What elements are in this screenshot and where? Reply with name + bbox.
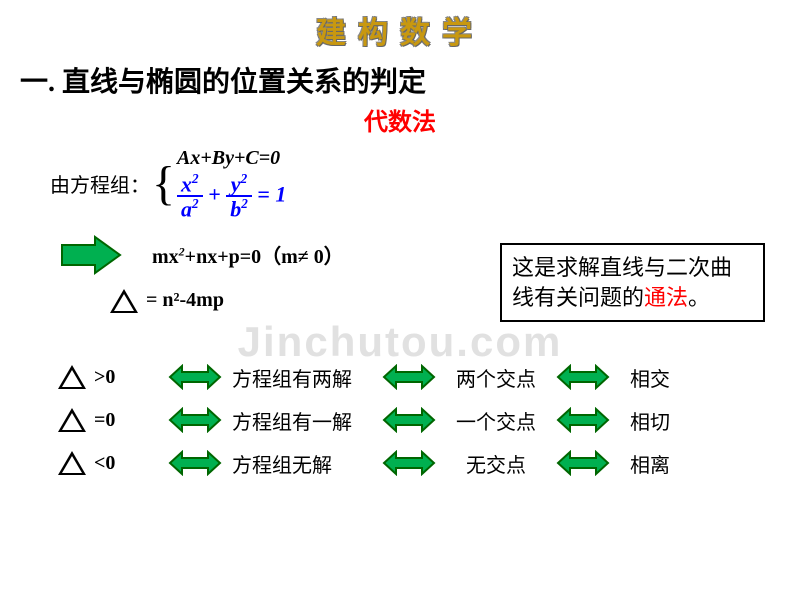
case-pts: 无交点 — [446, 449, 546, 478]
double-arrow-icon — [556, 407, 610, 433]
case-rel: 相交 — [620, 363, 680, 392]
double-arrow-icon — [382, 364, 436, 390]
linear-equation: Ax+By+C=0 — [177, 147, 286, 170]
triangle-icon — [58, 408, 86, 432]
section-heading: 一. 直线与椭圆的位置关系的判定 — [20, 60, 800, 100]
case-pts: 两个交点 — [446, 363, 546, 392]
double-arrow-icon — [556, 364, 610, 390]
case-sol: 方程组有两解 — [232, 363, 372, 392]
case-op: >0 — [94, 366, 115, 389]
brace-icon: { — [152, 165, 175, 203]
page-title: 建构数学 — [0, 8, 800, 52]
case-rel: 相离 — [620, 449, 680, 478]
equation-group: 由方程组： { Ax+By+C=0 x2a2 + y2b2 = 1 — [50, 147, 800, 221]
note-box: 这是求解直线与二次曲线有关问题的通法。 — [500, 243, 765, 322]
case-sol: 方程组无解 — [232, 449, 372, 478]
note-keyword: 通法 — [644, 285, 688, 310]
double-arrow-icon — [556, 450, 610, 476]
ellipse-equation: x2a2 + y2b2 = 1 — [177, 172, 286, 221]
double-arrow-icon — [382, 450, 436, 476]
watermark: Jinchutou.com — [238, 318, 563, 366]
case-sol: 方程组有一解 — [232, 406, 372, 435]
eq-label: 由方程组： — [50, 169, 150, 198]
discriminant-text: = n²-4mp — [146, 289, 224, 312]
double-arrow-icon — [382, 407, 436, 433]
note-end: 。 — [688, 285, 710, 310]
cases-table: >0 方程组有两解 两个交点 相交 =0 方程组有一解 一个交点 相切 <0 方… — [58, 363, 800, 478]
case-row: <0 方程组无解 无交点 相离 — [58, 449, 800, 478]
triangle-icon — [58, 365, 86, 389]
triangle-icon — [110, 289, 138, 313]
case-row: =0 方程组有一解 一个交点 相切 — [58, 406, 800, 435]
double-arrow-icon — [168, 450, 222, 476]
case-pts: 一个交点 — [446, 406, 546, 435]
case-op: =0 — [94, 409, 115, 432]
triangle-icon — [58, 451, 86, 475]
quadratic-equation: mx2+nx+p=0（m≠ 0） — [152, 240, 344, 269]
double-arrow-icon — [168, 407, 222, 433]
case-row: >0 方程组有两解 两个交点 相交 — [58, 363, 800, 392]
method-subtitle: 代数法 — [0, 102, 800, 137]
arrow-right-icon — [60, 235, 122, 275]
case-op: <0 — [94, 452, 115, 475]
double-arrow-icon — [168, 364, 222, 390]
case-rel: 相切 — [620, 406, 680, 435]
